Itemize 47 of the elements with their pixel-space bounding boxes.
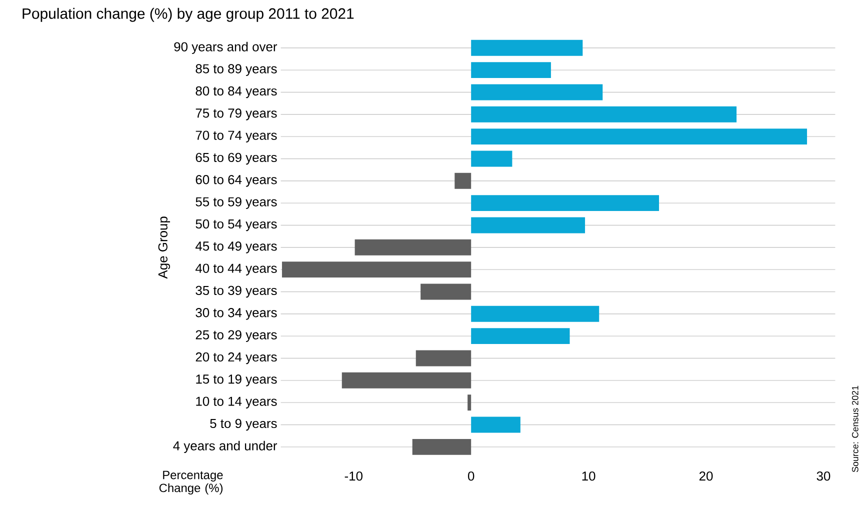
bar [471,150,512,167]
bar [471,62,551,78]
bar [416,350,472,366]
y-tick-label: 90 years and over [174,42,278,54]
y-tick-label: 60 to 64 years [196,175,277,187]
bar [471,84,603,100]
bar [471,328,570,344]
bar [471,40,583,56]
y-tick-label: 10 to 14 years [196,396,277,408]
y-tick-label: 80 to 84 years [196,86,277,98]
y-tick-label: 65 to 69 years [196,152,277,165]
bar [471,306,600,322]
bar [342,372,472,388]
bar [420,284,472,300]
chart-title: Population change (%) by age group 2011 to 2021 [22,8,354,22]
bar [471,128,808,145]
bar [454,172,472,189]
x-tick-label: -10 [344,471,362,481]
y-tick-label: 50 to 54 years [196,219,277,232]
y-tick-label: 30 to 34 years [196,308,277,320]
y-tick-label: 20 to 24 years [196,352,277,364]
bar [282,262,472,278]
bar [471,217,586,234]
y-tick-label: 40 to 44 years [196,264,277,276]
y-tick-label: 75 to 79 years [196,108,277,120]
bar [471,416,520,433]
y-tick-label: 4 years and under [173,440,278,453]
x-axis-title: Percentage Change (%) [159,470,223,495]
bar [468,394,472,411]
x-tick-label: 0 [468,471,474,481]
y-tick-label: 85 to 89 years [196,64,277,76]
bar [412,438,472,455]
y-tick-label: 70 to 74 years [196,130,277,142]
bar [471,106,737,122]
y-tick-label: 5 to 9 years [210,418,277,431]
y-tick-label: 15 to 19 years [196,374,277,386]
y-tick-label: 25 to 29 years [196,330,277,342]
x-tick-label: 10 [582,471,596,481]
x-tick-label: 20 [699,471,713,481]
bar [354,239,472,256]
x-tick-label: 30 [816,471,830,481]
y-axis-title: Age Group [158,216,170,279]
bar [471,195,660,212]
y-tick-label: 55 to 59 years [196,197,277,209]
y-tick-label: 45 to 49 years [196,242,277,254]
source-note: Source: Census 2021 [852,386,858,472]
y-tick-label: 35 to 39 years [196,286,277,298]
